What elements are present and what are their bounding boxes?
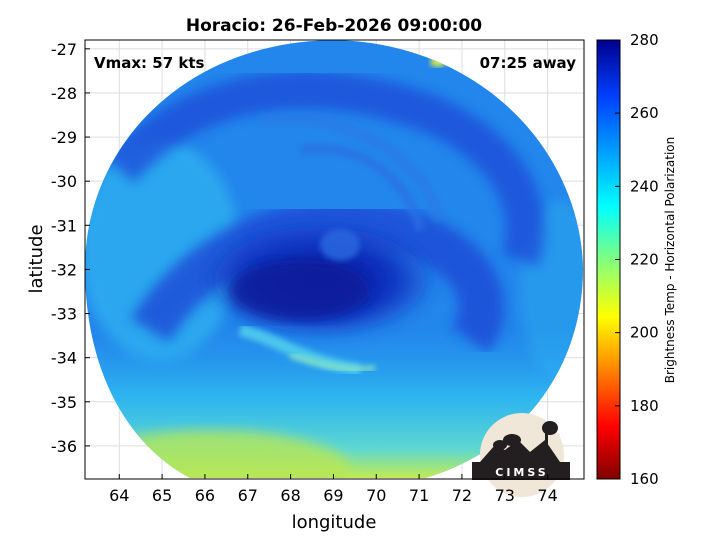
colorbar-tick-label: 180 <box>630 397 659 415</box>
y-tick-label: -31 <box>51 216 77 235</box>
x-tick-label: 72 <box>452 486 472 505</box>
x-tick-label: 67 <box>238 486 258 505</box>
x-axis: 64 65 66 67 68 69 70 71 72 73 74 <box>109 474 558 505</box>
x-tick-label: 65 <box>152 486 172 505</box>
y-axis-label: latitude <box>26 224 47 293</box>
y-tick-label: -33 <box>51 305 77 324</box>
cimss-logo-text: CIMSS <box>495 466 548 479</box>
x-axis-label: longitude <box>292 512 377 533</box>
colorbar-tick-label: 220 <box>630 251 659 269</box>
vmax-label: Vmax: 57 kts <box>94 54 204 72</box>
x-tick-label: 74 <box>537 486 557 505</box>
y-tick-label: -36 <box>51 437 77 456</box>
colorbar-label: Brightness Temp - Horizontal Polarizatio… <box>663 137 677 384</box>
microwave-swath-image <box>85 40 583 478</box>
colorbar-tick-label: 240 <box>630 177 659 195</box>
x-tick-label: 71 <box>409 486 429 505</box>
colorbar-tick-label: 160 <box>630 470 659 488</box>
colorbar: 280 260 240 220 200 180 160 Brightness Temp - … <box>596 31 677 488</box>
x-tick-label: 64 <box>109 486 129 505</box>
y-tick-label: -35 <box>51 393 77 412</box>
cimss-logo: CIMSS <box>472 413 570 497</box>
x-tick-label: 68 <box>280 486 300 505</box>
x-tick-label: 66 <box>195 486 215 505</box>
colorbar-tick-label: 260 <box>630 104 659 122</box>
colorbar-tick-label: 280 <box>630 31 659 49</box>
colorbar-tick-label: 200 <box>630 324 659 342</box>
y-tick-label: -30 <box>51 172 77 191</box>
plot-title: Horacio: 26-Feb-2026 09:00:00 <box>186 16 482 36</box>
y-tick-label: -34 <box>51 349 77 368</box>
time-away-label: 07:25 away <box>480 54 577 72</box>
y-tick-label: -27 <box>51 40 77 59</box>
y-tick-label: -28 <box>51 84 77 103</box>
y-tick-label: -32 <box>51 260 77 279</box>
axes-box <box>84 39 585 480</box>
x-tick-label: 73 <box>495 486 515 505</box>
x-tick-label: 70 <box>366 486 386 505</box>
y-tick-label: -29 <box>51 128 77 147</box>
y-axis: -27 -28 -29 -30 -31 -32 -33 -34 -35 -36 <box>51 40 90 456</box>
x-tick-label: 69 <box>323 486 343 505</box>
